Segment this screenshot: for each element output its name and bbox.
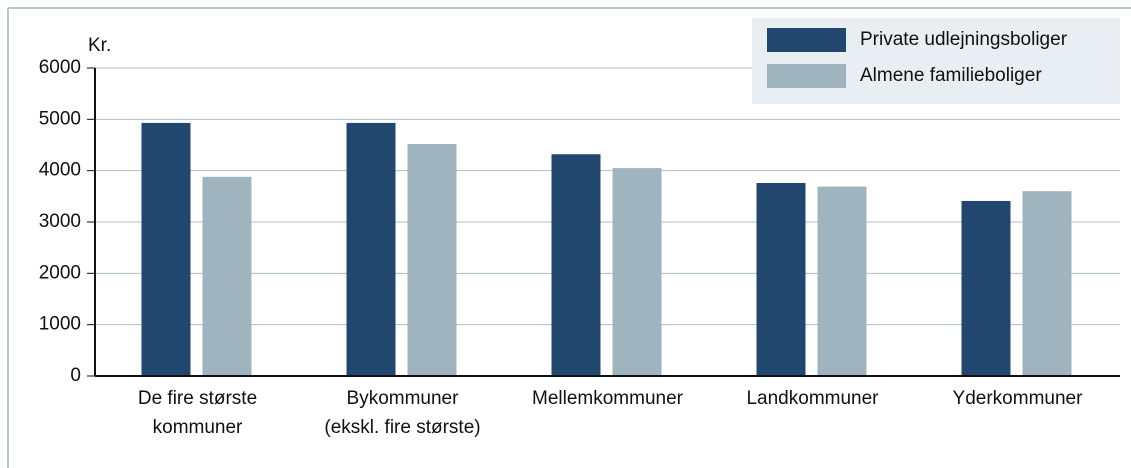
legend-label: Private udlejningsboliger — [860, 29, 1068, 50]
x-tick-label: kommuner — [153, 417, 243, 438]
bar — [346, 122, 396, 376]
x-tick-label: Mellemkommuner — [532, 388, 684, 409]
bar — [141, 122, 191, 376]
bar — [202, 176, 252, 376]
x-tick-label: (ekskl. fire største) — [324, 417, 480, 438]
y-tick-label: 5000 — [39, 108, 81, 129]
bar — [756, 182, 806, 376]
legend-swatch — [767, 64, 846, 88]
y-tick-label: 4000 — [39, 160, 81, 181]
legend-swatch — [767, 28, 846, 52]
y-tick-label: 0 — [70, 365, 81, 386]
bar — [551, 154, 601, 376]
y-axis-label: Kr. — [88, 35, 111, 56]
y-tick-label: 1000 — [39, 314, 81, 335]
y-tick-label: 6000 — [39, 57, 81, 78]
x-tick-label: Landkommuner — [746, 388, 879, 409]
legend-label: Almene familieboliger — [860, 65, 1042, 86]
x-tick-label: Yderkommuner — [953, 388, 1084, 409]
bar — [817, 186, 867, 376]
x-tick-label: Bykommuner — [347, 388, 460, 409]
bar — [1022, 191, 1072, 376]
bar — [612, 168, 662, 376]
y-tick-label: 3000 — [39, 211, 81, 232]
x-tick-label: De fire største — [138, 388, 257, 409]
y-tick-label: 2000 — [39, 262, 81, 283]
bar — [407, 143, 457, 376]
bar — [961, 200, 1011, 376]
